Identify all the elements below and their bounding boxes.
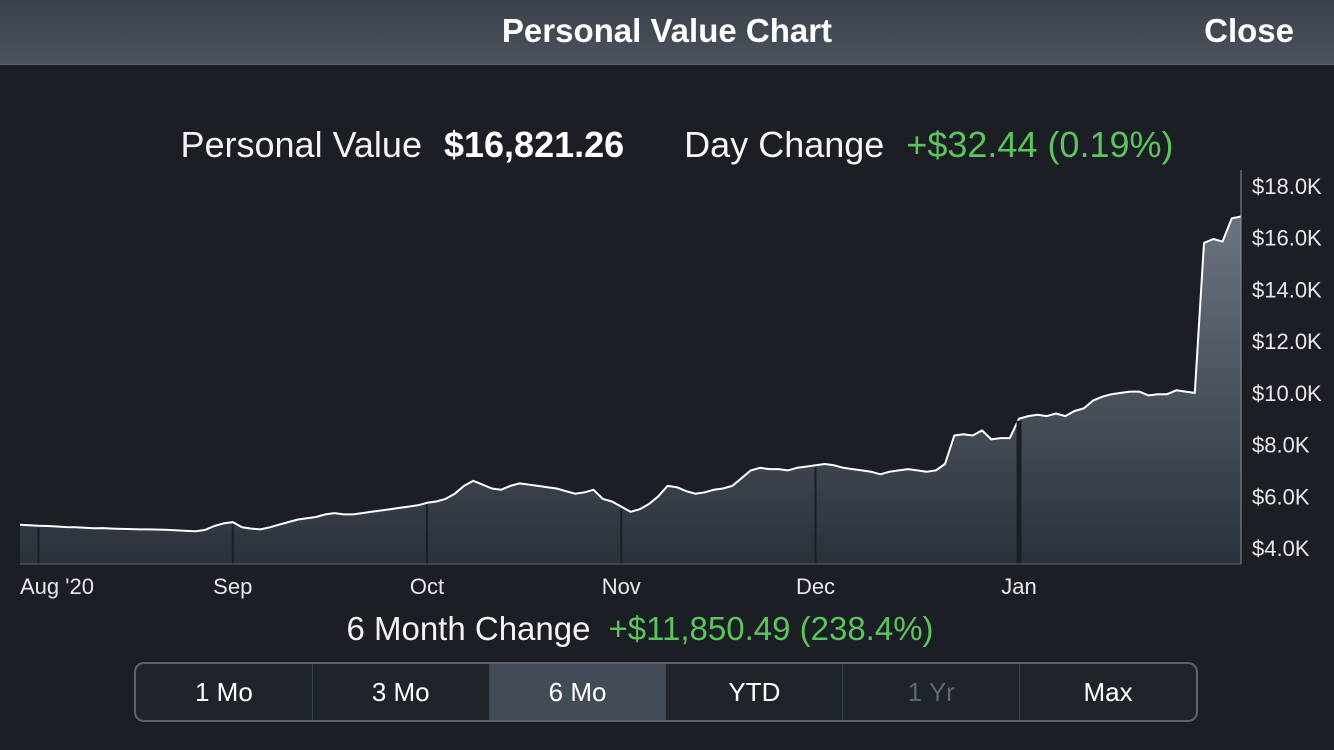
range-3mo-button[interactable]: 3 Mo: [311, 664, 489, 720]
range-selector: 1 Mo 3 Mo 6 Mo YTD 1 Yr Max: [134, 662, 1198, 722]
x-tick-label: Nov: [602, 574, 641, 599]
period-change-value: +$11,850.49 (238.4%): [608, 610, 934, 647]
series-line: [19, 215, 1242, 533]
range-max-button[interactable]: Max: [1019, 664, 1196, 720]
close-button[interactable]: Close: [1204, 12, 1294, 49]
value-chart[interactable]: $18.0K $16.0K $14.0K $12.0K $10.0K $8.0K $6.0K…: [0, 170, 1334, 610]
range-6mo-button[interactable]: 6 Mo: [488, 664, 666, 720]
value-summary: Personal Value $16,821.26 Day Change +$32.4…: [0, 122, 1334, 166]
y-tick-label: $16.0K: [1252, 226, 1322, 251]
page-title: Personal Value Chart: [501, 12, 833, 49]
range-ytd-button[interactable]: YTD: [665, 664, 842, 720]
x-tick-label: Oct: [410, 574, 444, 599]
y-tick-label: $12.0K: [1252, 329, 1322, 354]
personal-value-label: Personal Value: [180, 124, 422, 166]
y-tick-label: $10.0K: [1252, 381, 1322, 406]
range-1yr-button[interactable]: 1 Yr: [842, 664, 1019, 720]
x-tick-label: Aug '20: [20, 574, 94, 599]
y-tick-label: $6.0K: [1252, 484, 1310, 509]
title-bar: Personal Value Chart Close: [0, 0, 1334, 65]
period-change: 6 Month Change +$11,850.49 (238.4%): [0, 610, 1280, 648]
y-tick-label: $4.0K: [1252, 536, 1310, 561]
x-tick-label: Sep: [213, 574, 252, 599]
series-area: [20, 216, 1241, 564]
period-change-label: 6 Month Change: [346, 610, 591, 647]
x-tick-label: Jan: [1001, 574, 1036, 599]
day-change-value: +$32.44 (0.19%): [906, 124, 1174, 166]
y-tick-label: $8.0K: [1252, 433, 1310, 458]
y-tick-label: $14.0K: [1252, 277, 1322, 302]
y-tick-label: $18.0K: [1252, 174, 1322, 199]
range-1mo-button[interactable]: 1 Mo: [195, 676, 253, 707]
personal-value: $16,821.26: [443, 124, 625, 166]
day-change-label: Day Change: [684, 124, 885, 166]
x-tick-label: Dec: [796, 574, 835, 599]
